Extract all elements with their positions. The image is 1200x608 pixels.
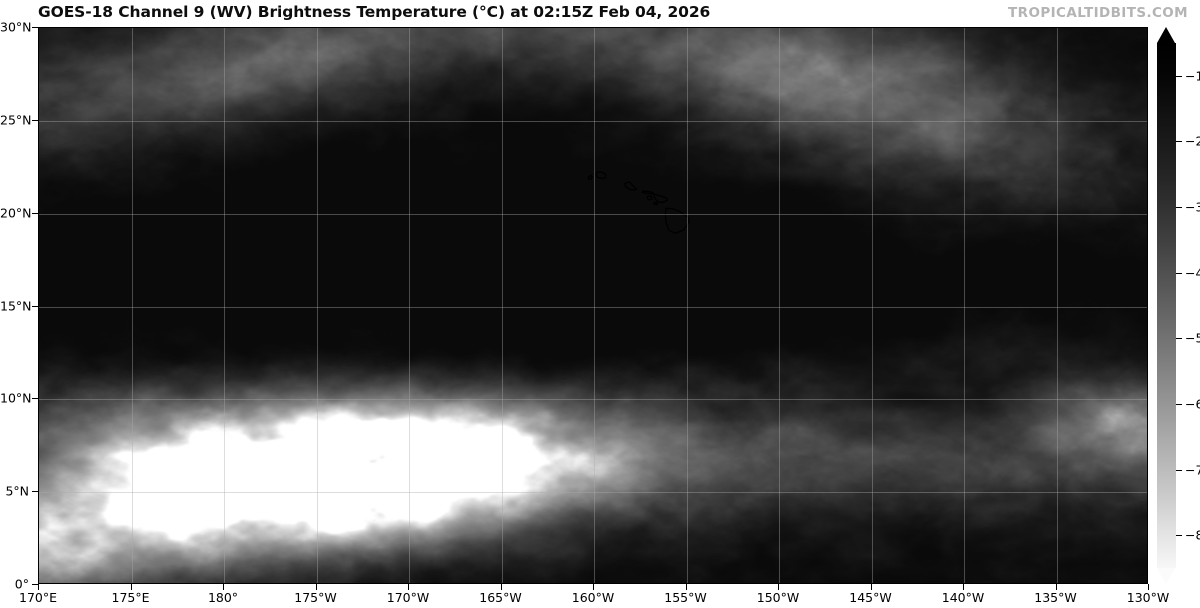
island-outline-niihau xyxy=(587,174,593,181)
colorbar-extend-max-arrow xyxy=(1157,27,1175,43)
island-outline-maui xyxy=(653,193,668,204)
axis-tick-lat xyxy=(32,212,38,214)
axis-tick-lon xyxy=(223,584,224,590)
axis-label-latitude: 10°N xyxy=(0,390,32,406)
colorbar[interactable]: −10 −20 −30 −40 −50 −60 −70 −80 xyxy=(1157,27,1200,584)
axis-label-latitude: 20°N xyxy=(0,205,32,221)
colorbar-tick xyxy=(1176,403,1182,405)
axis-label-longitude: 145°W xyxy=(849,590,892,605)
axis-tick-lon xyxy=(593,584,594,590)
axis-label-longitude: 165°W xyxy=(479,590,522,605)
colorbar-tick xyxy=(1176,469,1182,471)
axis-label-latitude: 25°N xyxy=(0,112,32,128)
island-outline-molokai xyxy=(642,190,655,195)
colorbar-tick xyxy=(1176,272,1182,274)
island-outline-kahoolawe xyxy=(653,201,658,206)
axis-label-longitude: 155°W xyxy=(664,590,707,605)
axis-tick-lon xyxy=(500,584,502,590)
hawaiian-islands-coastline xyxy=(587,171,690,235)
colorbar-tick-label: −50 xyxy=(1185,330,1200,346)
island-outline-hawaii xyxy=(664,207,690,235)
axis-label-longitude: 140°W xyxy=(941,590,985,605)
axis-label-latitude: 0° xyxy=(14,576,29,592)
axis-tick-lon xyxy=(1055,584,1057,590)
colorbar-tick-label: −20 xyxy=(1185,133,1200,149)
island-outline-oahu xyxy=(623,181,638,191)
axis-tick-lon xyxy=(963,584,964,590)
colorbar-tick-label: −40 xyxy=(1185,265,1200,281)
axis-label-longitude: 170°E xyxy=(18,590,58,605)
axis-label-longitude: 170°W xyxy=(386,590,430,605)
watermark-label: TROPICALTIDBITS.COM xyxy=(1008,5,1188,21)
axis-tick-lat xyxy=(32,27,38,28)
colorbar-tick xyxy=(1176,338,1182,340)
axis-tick-lat xyxy=(32,584,38,585)
axis-tick-lat xyxy=(32,491,38,493)
island-outline-kauai xyxy=(595,171,607,180)
axis-tick-lon xyxy=(315,584,317,590)
axis-label-longitude: 130°W xyxy=(1126,590,1170,605)
axis-tick-lon xyxy=(778,584,779,590)
island-outline-lanai xyxy=(646,195,653,201)
axis-tick-lon xyxy=(685,584,687,590)
axis-label-latitude: 15°N xyxy=(0,298,32,313)
colorbar-tick-label: −70 xyxy=(1185,462,1200,478)
colorbar-extend-min-arrow xyxy=(1157,568,1175,584)
colorbar-tick xyxy=(1176,535,1182,537)
axis-label-longitude: 160°W xyxy=(571,590,615,605)
colorbar-gradient xyxy=(1157,43,1176,568)
axis-label-longitude: 135°W xyxy=(1034,590,1077,605)
axis-tick-lat xyxy=(32,305,38,307)
axis-tick-lat xyxy=(32,119,38,121)
axis-tick-lon xyxy=(38,584,39,590)
axis-label-latitude: 5°N xyxy=(5,483,29,499)
colorbar-tick xyxy=(1176,141,1182,143)
page-title: GOES-18 Channel 9 (WV) Brightness Temper… xyxy=(38,3,711,21)
axis-tick-lon xyxy=(870,584,872,590)
colorbar-tick xyxy=(1176,207,1182,209)
colorbar-tick-label: −30 xyxy=(1185,199,1200,215)
colorbar-tick-label: −60 xyxy=(1185,396,1200,412)
water-vapor-imagery xyxy=(39,28,1147,583)
axis-tick-lon xyxy=(130,584,132,590)
satellite-map-plot[interactable] xyxy=(38,27,1148,584)
colorbar-tick xyxy=(1176,75,1182,77)
axis-label-longitude: 175°E xyxy=(111,590,150,605)
axis-label-latitude: 30°N xyxy=(0,19,32,35)
axis-label-longitude: 150°W xyxy=(756,590,800,605)
colorbar-tick-label: −10 xyxy=(1185,68,1200,84)
axis-label-longitude: 175°W xyxy=(294,590,337,605)
axis-tick-lon xyxy=(408,584,409,590)
axis-tick-lon xyxy=(1148,584,1149,590)
colorbar-tick-label: −80 xyxy=(1185,527,1200,543)
axis-tick-lat xyxy=(32,398,38,400)
axis-label-longitude: 180° xyxy=(207,590,239,605)
